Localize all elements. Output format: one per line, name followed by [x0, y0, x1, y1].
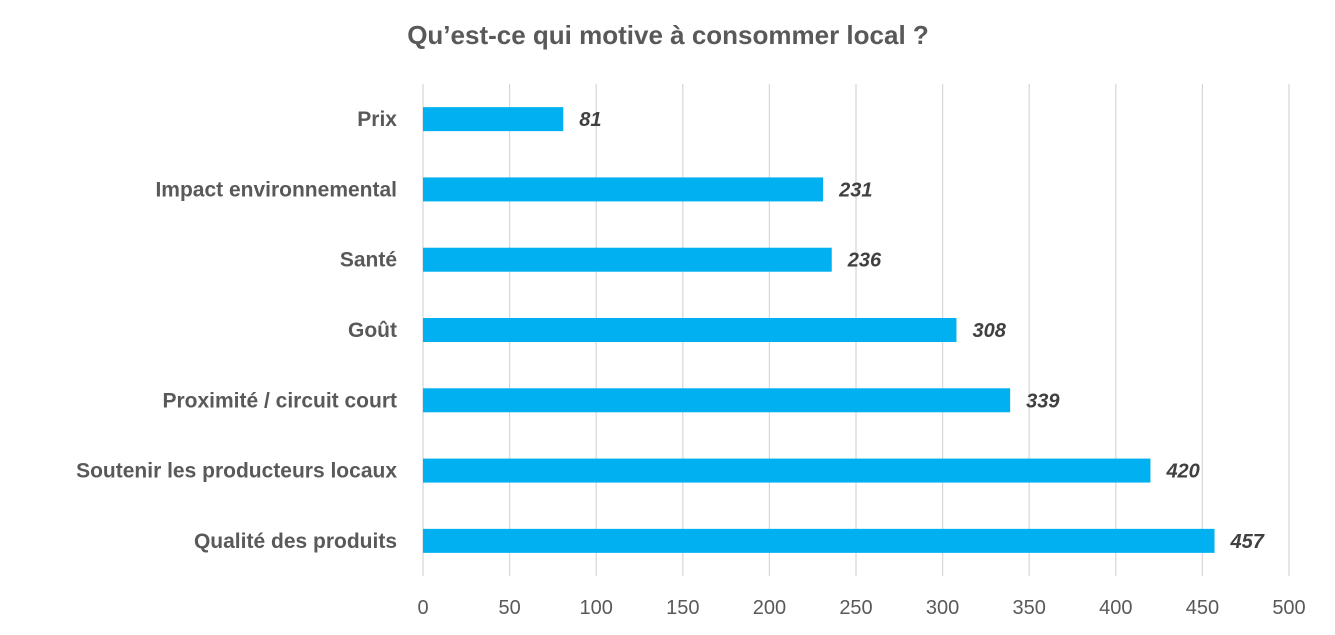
x-tick-label: 350 — [1013, 597, 1046, 619]
x-tick-label: 500 — [1272, 597, 1305, 619]
data-label: 236 — [847, 250, 882, 272]
category-labels: Prix Impact environnemental Santé Goût Proxi… — [76, 108, 397, 553]
x-tick-label: 150 — [666, 597, 699, 619]
bar — [423, 107, 564, 132]
x-tick-label: 300 — [926, 597, 959, 619]
x-tick-label: 200 — [753, 597, 786, 619]
category-label: Prix — [357, 108, 397, 131]
category-label: Qualité des produits — [194, 530, 397, 553]
bar — [423, 528, 1215, 553]
x-tick-label: 50 — [498, 597, 520, 619]
x-tick-labels: 0 50 100 150 200 250 300 350 400 450 500 — [417, 597, 1305, 619]
category-label: Soutenir les producteurs locaux — [76, 460, 397, 483]
bar — [423, 247, 832, 272]
data-label: 81 — [579, 109, 601, 131]
bar — [423, 318, 957, 342]
x-tick-label: 0 — [417, 597, 428, 619]
data-labels: 81 231 236 308 339 420 457 — [579, 109, 1264, 553]
x-tick-label: 100 — [580, 597, 613, 619]
x-tick-label: 250 — [839, 597, 872, 619]
data-label: 420 — [1165, 461, 1199, 483]
x-tick-label: 400 — [1099, 597, 1132, 619]
bar — [423, 388, 1011, 413]
bar — [423, 177, 824, 202]
data-label: 457 — [1230, 531, 1265, 553]
data-label: 339 — [1026, 390, 1060, 412]
category-label: Goût — [348, 319, 397, 342]
category-label: Proximité / circuit court — [162, 389, 397, 412]
category-label: Impact environnemental — [155, 178, 397, 201]
data-label: 231 — [838, 179, 872, 201]
chart-title: Qu’est-ce qui motive à consommer local ? — [407, 20, 929, 50]
category-label: Santé — [340, 249, 397, 272]
x-tick-label: 450 — [1186, 597, 1219, 619]
bars — [423, 107, 1215, 553]
data-label: 308 — [972, 320, 1006, 342]
bar — [423, 458, 1151, 483]
